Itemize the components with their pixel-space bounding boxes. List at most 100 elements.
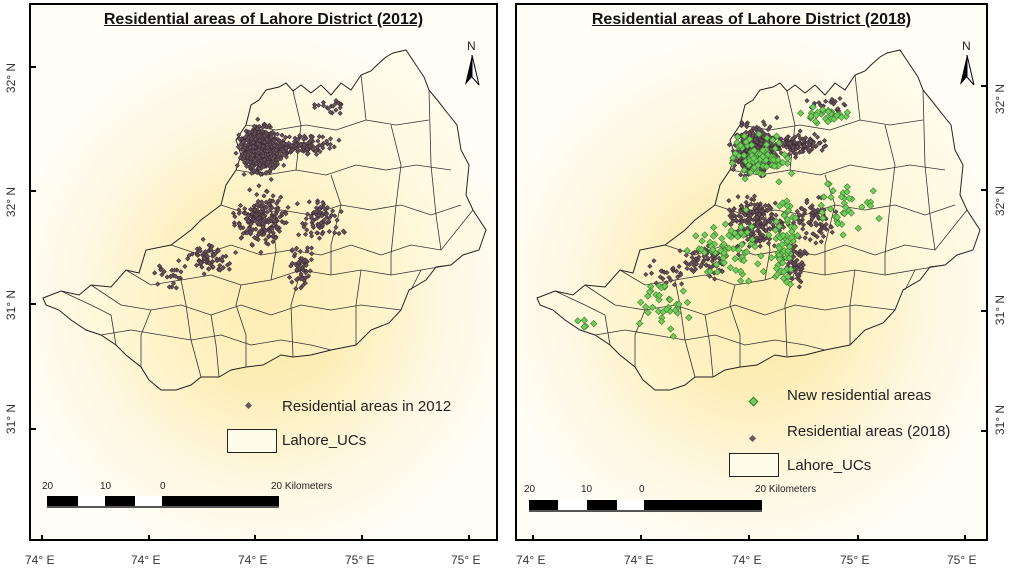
residential-point [248,229,254,235]
new-residential-point [683,298,692,307]
uc-boundary [125,264,452,286]
residential-point [729,209,735,215]
residential-point [758,204,764,210]
residential-point [332,213,338,219]
residential-point [271,137,277,143]
residential-point [815,207,821,213]
residential-point [290,147,296,153]
residential-point [757,243,763,249]
residential-point [260,163,266,169]
new-residential-point [712,260,721,269]
residential-point [288,263,294,269]
residential-point [255,116,261,122]
residential-point [774,115,780,121]
residential-point [274,131,280,137]
new-residential-point [748,141,756,149]
residential-point [334,217,340,223]
residential-point [314,144,320,150]
residential-point [739,123,745,129]
new-residential-point [811,117,820,126]
residential-point [300,282,306,288]
residential-point [320,99,327,105]
residential-point [238,235,244,241]
new-residential-point [655,291,663,299]
new-residential-point [817,201,825,209]
residential-point [283,134,289,140]
residential-point [712,276,718,282]
new-residential-point [679,287,687,295]
new-residential-point [685,314,693,322]
new-residential-point [720,240,728,248]
new-residential-point [701,231,709,239]
residential-point [812,232,818,238]
residential-point [294,277,300,283]
new-residential-point [763,163,771,171]
residential-point [712,256,718,262]
residential-point [703,262,709,268]
residential-point [333,98,339,104]
residential-point [267,229,273,235]
residential-point [670,265,676,271]
residential-point [784,135,790,141]
uc-boundary [428,89,442,251]
new-residential-point [646,282,655,291]
residential-point [797,248,803,254]
residential-point [767,124,773,130]
residential-point [751,197,757,203]
uc-boundary [180,279,202,378]
new-residential-point [671,306,679,314]
new-residential-point [820,193,828,201]
residential-point [261,193,267,199]
lon-tick [857,535,859,541]
residential-point [266,233,272,239]
new-residential-point [737,229,745,237]
new-residential-point [779,158,787,167]
residential-point [821,144,827,150]
lat-tick [981,189,988,191]
residential-point [791,248,797,254]
new-residential-point [842,203,850,211]
residential-point [308,230,314,236]
residential-point [742,212,748,218]
residential-point [159,272,165,278]
residential-point [301,136,307,142]
new-residential-point [658,317,666,325]
residential-point [316,102,322,108]
residential-point [316,235,322,241]
residential-point [801,248,808,254]
lon-label: 74° E [624,553,654,567]
residential-point [303,231,309,237]
residential-point [251,167,257,174]
new-residential-point [746,168,755,177]
new-residential-point [790,223,799,231]
residential-point [730,166,736,172]
residential-point [293,286,299,292]
lat-label: 32° N [4,186,19,218]
residential-point [252,158,258,164]
residential-point [675,274,681,280]
residential-point [676,263,682,270]
residential-point [767,219,773,225]
residential-point [687,262,693,268]
residential-point [307,268,313,274]
residential-point [260,213,267,220]
residential-point [643,271,649,278]
residential-point [247,130,253,136]
residential-point [161,269,167,275]
new-residential-point [728,159,736,167]
residential-point [242,134,249,140]
residential-point [292,251,298,257]
residential-point [259,199,265,205]
new-residential-point [737,223,745,231]
residential-point [811,131,818,137]
residential-point [252,218,258,224]
new-residential-point [779,231,787,239]
residential-point [797,218,803,224]
new-residential-point [745,277,753,285]
residential-point [803,135,809,141]
residential-point [164,274,170,280]
residential-point [340,228,346,234]
residential-point [802,235,808,241]
residential-point [281,148,287,154]
residential-point [297,265,303,271]
